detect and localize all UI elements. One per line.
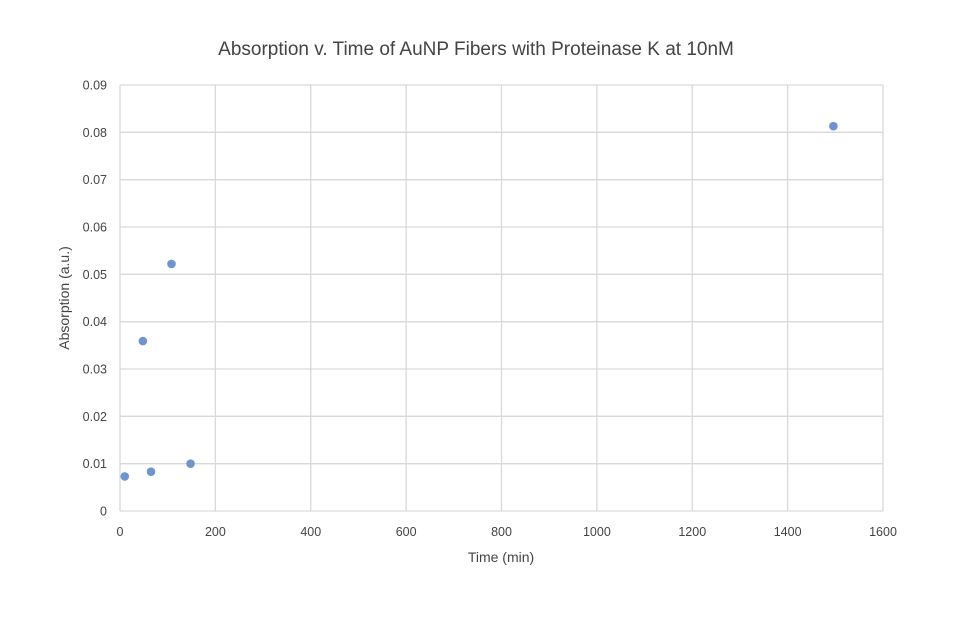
y-tick-label: 0.05 [83, 268, 107, 282]
data-points [120, 121, 838, 481]
x-axis-label: Time (min) [468, 549, 534, 565]
data-point [829, 121, 838, 131]
x-tick-label: 400 [300, 525, 321, 539]
y-tick-label: 0.02 [83, 410, 107, 424]
y-tick-label: 0.08 [83, 126, 107, 140]
y-tick-label: 0.04 [83, 315, 107, 329]
y-tick-label: 0.03 [83, 363, 107, 377]
y-tick-label: 0.01 [83, 457, 107, 471]
y-tick-label: 0.09 [83, 79, 107, 93]
y-tick-label: 0 [100, 505, 107, 519]
x-tick-label: 1600 [869, 525, 897, 539]
data-point [167, 259, 176, 269]
data-point [186, 459, 195, 468]
data-point [146, 467, 156, 477]
x-tick-label: 0 [117, 525, 124, 539]
x-tick-label: 200 [205, 525, 226, 539]
tick-labels: 0 0.01 0.02 0.03 0.04 0.05 0.06 0.07 0.08 0.09 0 20… [83, 79, 897, 540]
grid [119, 84, 884, 512]
y-tick-label: 0.07 [83, 173, 107, 187]
x-tick-label: 1400 [774, 525, 802, 539]
y-tick-label: 0.06 [83, 221, 107, 235]
data-point [120, 472, 130, 481]
y-axis-label: Absorption (a.u.) [56, 246, 72, 350]
x-tick-label: 800 [491, 525, 512, 539]
x-tick-label: 1200 [678, 525, 706, 539]
x-tick-label: 600 [396, 525, 417, 539]
data-point [138, 336, 148, 346]
chart-title: Absorption v. Time of AuNP Fibers with P… [218, 39, 734, 60]
x-tick-label: 1000 [583, 525, 611, 539]
